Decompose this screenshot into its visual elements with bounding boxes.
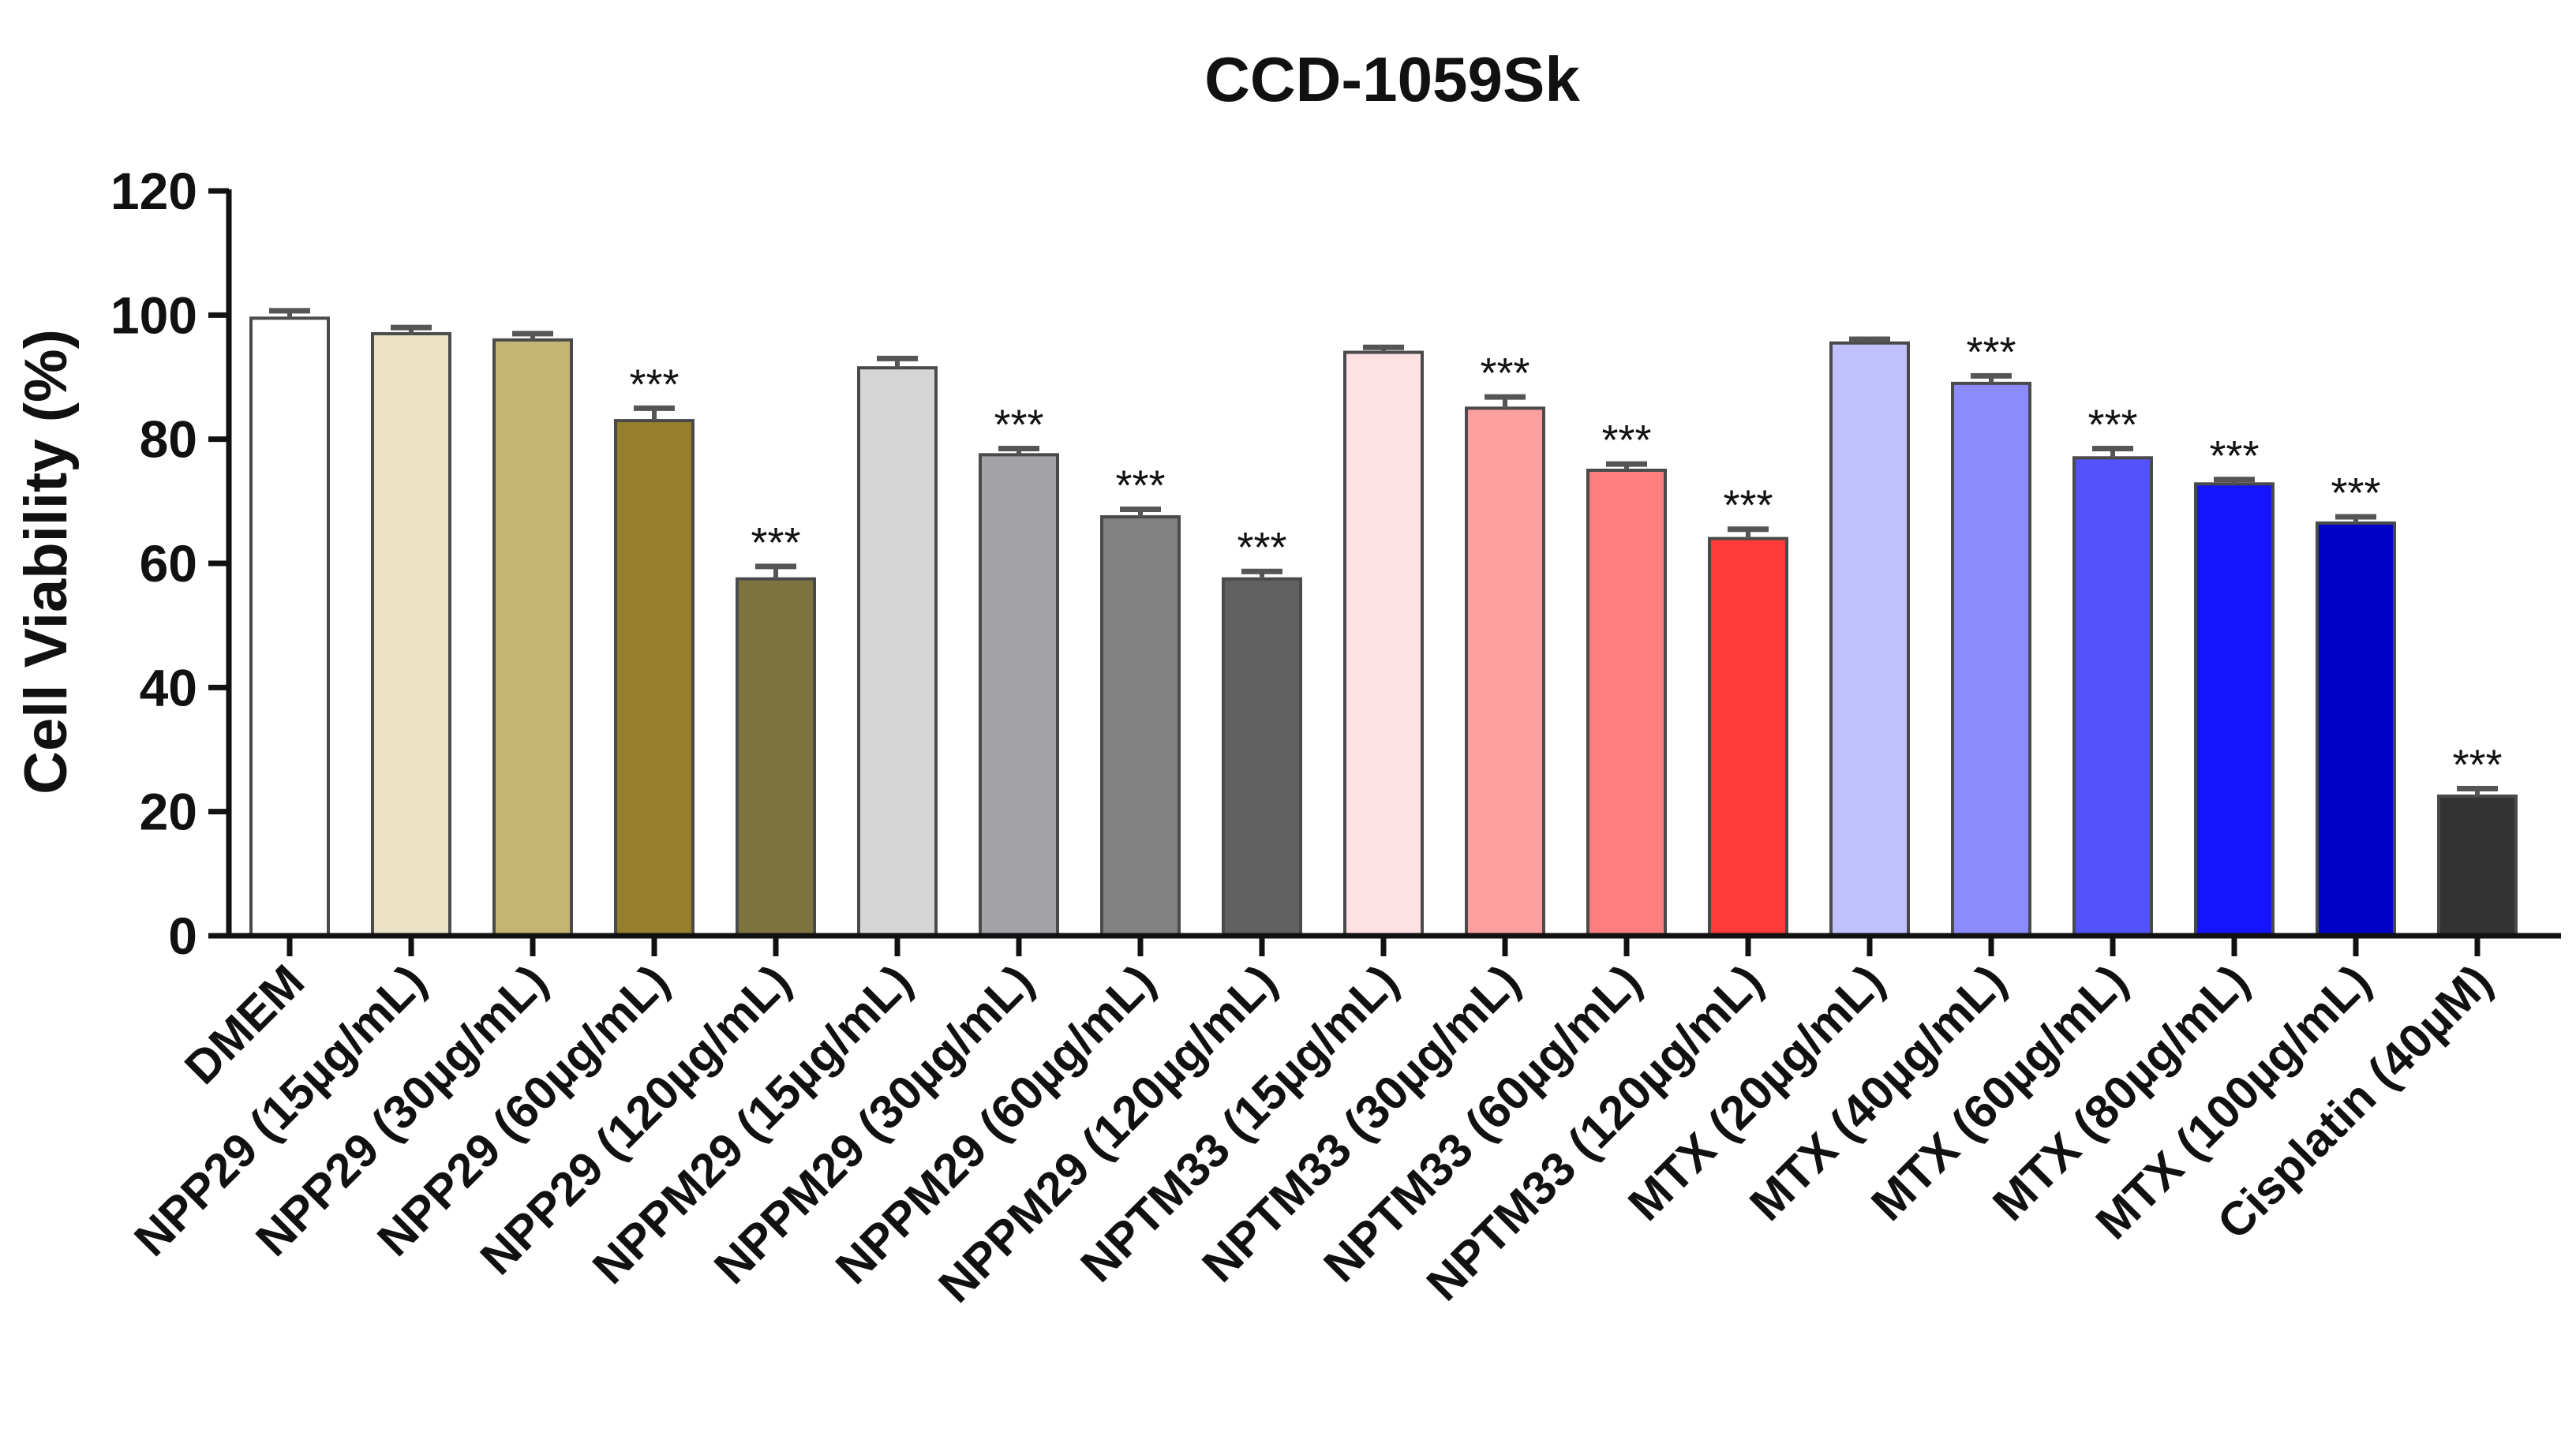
significance-label: ***	[2452, 742, 2502, 789]
significance-label: ***	[1966, 328, 2016, 376]
significance-label: ***	[2087, 401, 2137, 448]
bar	[1951, 381, 2031, 938]
y-tick-label: 100	[110, 286, 197, 344]
significance-label: ***	[1115, 462, 1165, 510]
y-tick-label: 80	[140, 410, 197, 469]
y-tick-label: 60	[140, 534, 197, 593]
bar	[1708, 537, 1788, 937]
significance-label: ***	[1723, 482, 1773, 529]
bar	[979, 453, 1059, 937]
significance-label: ***	[1480, 350, 1530, 397]
bar	[2316, 521, 2396, 937]
bar	[2072, 456, 2153, 937]
y-tick-label: 20	[140, 783, 197, 841]
bar	[371, 331, 451, 937]
significance-label: ***	[994, 401, 1043, 448]
significance-label: ***	[751, 519, 800, 567]
y-tick-label: 40	[140, 658, 197, 716]
significance-label: ***	[2331, 469, 2380, 517]
y-tick-label: 0	[168, 907, 197, 965]
bar	[1343, 350, 1424, 937]
significance-label: ***	[1601, 417, 1651, 464]
significance-label: ***	[2209, 432, 2259, 480]
bar	[2194, 482, 2275, 937]
bar	[492, 338, 573, 937]
chart-title: CCD-1059Sk	[1204, 44, 1580, 114]
x-axis	[227, 933, 2561, 956]
bar	[1586, 469, 1667, 937]
significance-label: ***	[1237, 524, 1286, 571]
bar	[736, 577, 816, 938]
y-tick-label: 120	[110, 162, 197, 220]
bar	[857, 366, 938, 937]
bar	[249, 316, 330, 937]
significance-label: ***	[629, 361, 679, 408]
bar	[1100, 515, 1181, 937]
y-axis-label: Cell Viability (%)	[13, 329, 80, 795]
bar	[2437, 795, 2518, 937]
bar	[1222, 577, 1302, 938]
bar-group: *** *** *** *** *** *** *** *** *** *** *** *** ***	[249, 308, 2518, 938]
bar	[1465, 406, 1545, 937]
bar	[614, 419, 695, 937]
y-axis: 0 20 40 60 80 100 120	[110, 162, 232, 965]
bar	[1829, 341, 1910, 937]
